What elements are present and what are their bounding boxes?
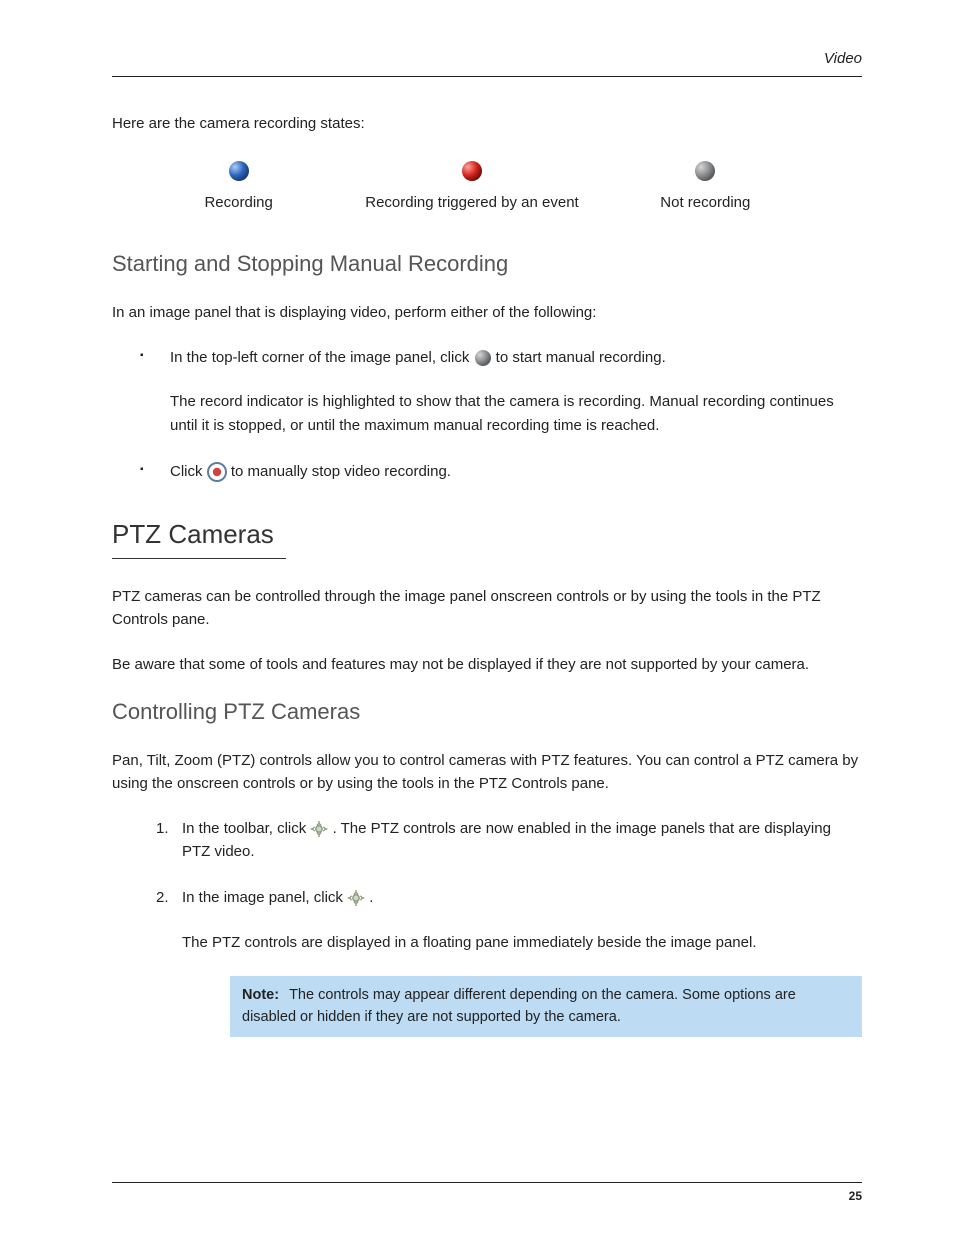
bullet1-sub: The record indicator is highlighted to s… [170, 390, 862, 438]
subheading-controlling-ptz: Controlling PTZ Cameras [112, 699, 862, 725]
sphere-blue-icon [228, 160, 250, 182]
step2-post: . [369, 889, 373, 906]
after-steps-para: The PTZ controls are displayed in a floa… [182, 931, 862, 954]
section1-intro: In an image panel that is displaying vid… [112, 301, 862, 324]
state-labels-row: Recording Recording triggered by an even… [122, 194, 822, 211]
state-label-1: Recording triggered by an event [355, 194, 588, 211]
state-icon-recording [122, 160, 355, 182]
section2-para3: Pan, Tilt, Zoom (PTZ) controls allow you… [112, 749, 862, 796]
document-page: Video Here are the camera recording stat… [0, 0, 954, 1235]
page-number: 25 [849, 1189, 862, 1203]
note-text: The controls may appear different depend… [242, 987, 796, 1025]
bullet2-post: to manually stop video recording. [231, 463, 451, 480]
state-label-2: Not recording [589, 194, 822, 211]
state-label-0: Recording [122, 194, 355, 211]
bullet1-post: to start manual recording. [496, 349, 666, 366]
state-icon-triggered [355, 160, 588, 182]
bullet1-pre: In the top-left corner of the image pane… [170, 349, 474, 366]
heading-ptz-cameras: PTZ Cameras [112, 519, 862, 550]
section2-steps: In the toolbar, click . The PTZ controls… [156, 817, 862, 909]
sphere-red-icon [461, 160, 483, 182]
section1-bullets: In the top-left corner of the image pane… [140, 346, 862, 483]
bullet2-pre: Click [170, 463, 207, 480]
step-2: In the image panel, click . [156, 886, 862, 909]
note-label: Note: [242, 987, 279, 1003]
header-section-label: Video [824, 50, 862, 67]
heading-underline [112, 558, 286, 559]
page-footer: 25 [112, 1182, 862, 1183]
bullet-stop-recording: Click to manually stop video recording. [140, 460, 862, 483]
sphere-gray-icon [694, 160, 716, 182]
ptz-toolbar-icon [310, 821, 328, 837]
step-1: In the toolbar, click . The PTZ controls… [156, 817, 862, 864]
section2-para1: PTZ cameras can be controlled through th… [112, 585, 862, 632]
state-icons-row [122, 160, 822, 182]
ptz-panel-icon [347, 890, 365, 906]
stop-record-icon [207, 462, 227, 482]
page-header: Video [112, 50, 862, 77]
state-icon-not-recording [589, 160, 822, 182]
intro-text: Here are the camera recording states: [112, 115, 862, 132]
subheading-manual-recording: Starting and Stopping Manual Recording [112, 251, 862, 277]
bullet-start-recording: In the top-left corner of the image pane… [140, 346, 862, 437]
step1-pre: In the toolbar, click [182, 820, 310, 837]
sphere-gray-small-icon [474, 349, 492, 367]
step2-pre: In the image panel, click [182, 889, 347, 906]
note-box: Note:The controls may appear different d… [230, 976, 862, 1037]
section2-para2: Be aware that some of tools and features… [112, 653, 862, 676]
